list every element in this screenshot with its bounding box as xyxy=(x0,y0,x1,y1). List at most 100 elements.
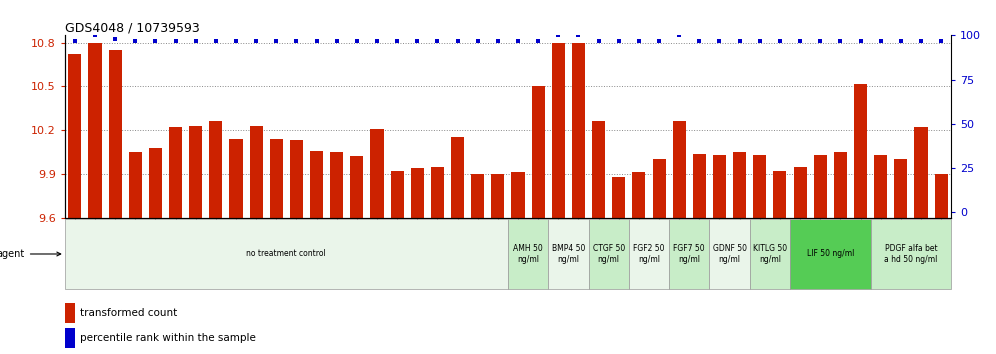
Point xyxy=(108,36,124,42)
Point xyxy=(571,33,587,38)
Point xyxy=(892,38,908,44)
Text: FGF2 50
ng/ml: FGF2 50 ng/ml xyxy=(633,244,664,264)
Bar xyxy=(552,43,565,218)
Bar xyxy=(89,43,102,218)
Bar xyxy=(628,219,669,289)
Text: percentile rank within the sample: percentile rank within the sample xyxy=(81,333,256,343)
Bar xyxy=(451,137,464,218)
Bar xyxy=(713,155,726,218)
Point xyxy=(429,38,445,44)
Bar xyxy=(148,148,162,218)
Bar xyxy=(709,219,750,289)
Bar xyxy=(790,219,871,289)
Text: BMP4 50
ng/ml: BMP4 50 ng/ml xyxy=(552,244,585,264)
Point xyxy=(208,38,224,44)
Bar xyxy=(753,155,766,218)
Bar xyxy=(589,219,628,289)
Bar xyxy=(109,50,122,218)
Point xyxy=(167,38,183,44)
Point xyxy=(470,38,486,44)
Point xyxy=(551,33,567,38)
Bar xyxy=(652,159,665,218)
Point xyxy=(530,38,546,44)
Bar xyxy=(390,171,403,218)
Bar xyxy=(934,174,947,218)
Point xyxy=(772,38,788,44)
Point xyxy=(732,38,748,44)
Bar xyxy=(632,172,645,218)
Bar xyxy=(854,84,868,218)
Bar xyxy=(733,152,746,218)
Bar xyxy=(189,126,202,218)
Bar xyxy=(250,126,263,218)
Point xyxy=(127,38,143,44)
Point xyxy=(349,38,365,44)
Point xyxy=(510,38,526,44)
Point xyxy=(813,38,829,44)
Point xyxy=(329,38,345,44)
Point xyxy=(591,38,607,44)
Bar xyxy=(270,139,283,218)
Bar xyxy=(592,121,606,218)
Text: GDNF 50
ng/ml: GDNF 50 ng/ml xyxy=(712,244,747,264)
Bar xyxy=(491,174,504,218)
Point xyxy=(933,38,949,44)
Bar xyxy=(431,167,444,218)
Point xyxy=(87,33,103,38)
Point xyxy=(651,38,667,44)
Point xyxy=(187,38,203,44)
Bar xyxy=(209,121,222,218)
Bar xyxy=(229,139,243,218)
Bar xyxy=(894,159,907,218)
Point xyxy=(147,38,163,44)
Bar xyxy=(773,171,787,218)
Bar xyxy=(914,127,927,218)
Point xyxy=(630,38,646,44)
Bar xyxy=(69,55,82,218)
Bar xyxy=(669,219,709,289)
Point xyxy=(872,38,888,44)
Text: no treatment control: no treatment control xyxy=(246,250,327,258)
Bar xyxy=(330,152,344,218)
Text: GDS4048 / 10739593: GDS4048 / 10739593 xyxy=(65,21,199,34)
Bar xyxy=(834,152,847,218)
Bar xyxy=(693,154,706,218)
Point xyxy=(752,38,768,44)
Point xyxy=(490,38,506,44)
Point xyxy=(792,38,808,44)
Text: transformed count: transformed count xyxy=(81,308,177,318)
Point xyxy=(449,38,465,44)
Point xyxy=(691,38,707,44)
Bar xyxy=(532,86,545,218)
Point xyxy=(228,38,244,44)
Bar xyxy=(169,127,182,218)
Point xyxy=(853,38,869,44)
Point xyxy=(268,38,284,44)
Point xyxy=(67,38,83,44)
Bar xyxy=(128,152,141,218)
Point xyxy=(833,38,849,44)
Text: KITLG 50
ng/ml: KITLG 50 ng/ml xyxy=(753,244,787,264)
Point xyxy=(671,33,687,38)
Point xyxy=(409,38,425,44)
Point xyxy=(370,38,385,44)
Bar xyxy=(471,174,484,218)
Bar xyxy=(371,129,383,218)
Bar xyxy=(351,156,364,218)
Bar xyxy=(548,219,589,289)
Bar xyxy=(65,328,76,348)
Bar xyxy=(290,141,303,218)
Text: CTGF 50
ng/ml: CTGF 50 ng/ml xyxy=(593,244,624,264)
Bar xyxy=(65,303,76,323)
Point xyxy=(248,38,264,44)
Bar xyxy=(508,219,548,289)
Text: FGF7 50
ng/ml: FGF7 50 ng/ml xyxy=(673,244,705,264)
Point xyxy=(289,38,305,44)
Point xyxy=(389,38,405,44)
Text: AMH 50
ng/ml: AMH 50 ng/ml xyxy=(513,244,543,264)
Bar xyxy=(572,43,585,218)
Bar xyxy=(750,219,790,289)
Bar xyxy=(310,150,323,218)
Point xyxy=(309,38,325,44)
Point xyxy=(611,38,626,44)
